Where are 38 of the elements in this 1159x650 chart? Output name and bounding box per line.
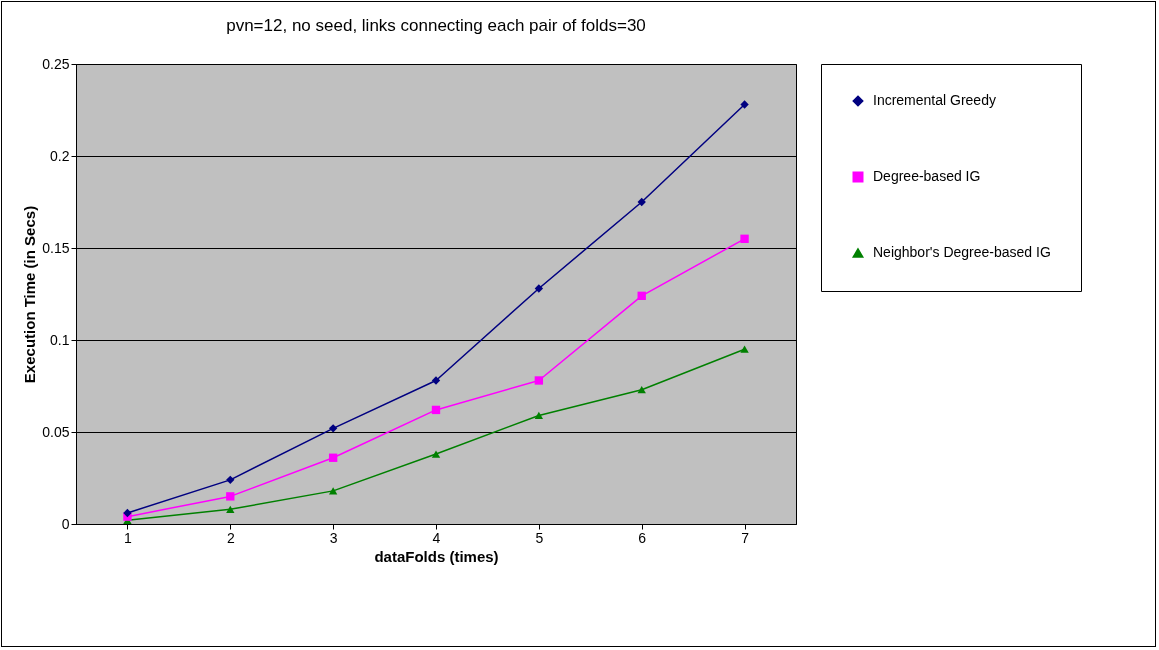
point [534, 284, 544, 293]
x-tick-label: 5 [535, 529, 544, 546]
y-tick-label: 0.25 [42, 55, 70, 72]
point [740, 345, 749, 353]
legend-label: Incremental Greedy [873, 92, 996, 108]
point [226, 492, 235, 501]
y-axis-title: Execution Time (in Secs) [21, 205, 39, 384]
point [534, 376, 544, 385]
chart-title: pvn=12, no seed, links connecting each pair of folds=30 [226, 16, 646, 35]
point [740, 100, 749, 109]
point [534, 411, 544, 420]
point [328, 487, 338, 495]
x-tick-label: 3 [329, 529, 338, 546]
y-tick-label: 0.05 [42, 423, 70, 440]
point [740, 234, 749, 243]
point [431, 450, 441, 458]
y-tick-label: 0 [61, 515, 70, 532]
legend-label: Neighbor's Degree-based IG [873, 244, 1051, 260]
point [637, 291, 646, 301]
point [431, 376, 441, 385]
x-tick-label: 6 [638, 529, 647, 546]
x-tick-label: 2 [226, 529, 235, 546]
x-axis-title: dataFolds (times) [374, 547, 499, 565]
y-tick-label: 0.1 [50, 331, 70, 348]
legend-label: Degree-based IG [873, 168, 981, 184]
point [431, 405, 441, 415]
x-tick-label: 1 [124, 529, 133, 546]
x-tick-label: 7 [741, 529, 750, 546]
point [637, 386, 646, 394]
point [226, 505, 235, 513]
point [328, 453, 338, 462]
y-tick-label: 0.2 [50, 147, 70, 164]
x-tick-label: 4 [432, 529, 441, 546]
point [123, 508, 132, 518]
y-tick-label: 0.15 [42, 239, 70, 256]
point [637, 197, 646, 207]
point [328, 424, 338, 433]
point [226, 475, 235, 485]
